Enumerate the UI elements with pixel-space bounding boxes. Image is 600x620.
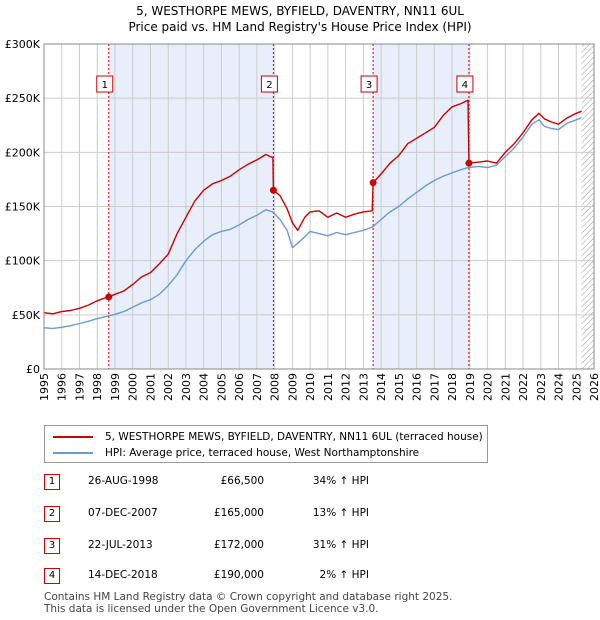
plot-frame: [43, 43, 595, 370]
x-tick-label: 2003: [180, 373, 193, 401]
x-tick-label: 2006: [233, 373, 246, 401]
legend-label-price: 5, WESTHORPE MEWS, BYFIELD, DAVENTRY, NN…: [105, 431, 483, 443]
sale-number-box: [360, 75, 378, 93]
transaction-number: 4: [44, 568, 60, 584]
x-tick-label: 2013: [357, 373, 370, 401]
x-tick-label: 2000: [127, 373, 140, 401]
x-tick-label: 2024: [553, 373, 566, 401]
transaction-price: £165,000: [213, 507, 264, 519]
x-tick-label: 2017: [428, 373, 441, 401]
transaction-hpi: 34% ↑ HPI: [312, 475, 369, 487]
transaction-date: 22-JUL-2013: [88, 539, 153, 551]
x-tick-label: 2021: [499, 373, 512, 401]
transaction-price: £190,000: [213, 569, 264, 581]
x-tick-label: 1999: [109, 373, 122, 401]
x-tick-label: 2018: [446, 373, 459, 401]
y-tick-label: £300K: [5, 38, 41, 51]
y-tick-label: £100K: [5, 255, 41, 268]
sale-number-box: [456, 75, 474, 93]
x-tick-label: 2005: [215, 373, 228, 401]
transaction-number: 2: [44, 506, 60, 522]
x-tick-label: 2008: [269, 373, 282, 401]
footer-license: This data is licensed under the Open Gov…: [44, 603, 379, 615]
legend-item-hpi: HPI: Average price, terraced house, West…: [53, 446, 419, 460]
footer-copyright: Contains HM Land Registry data © Crown c…: [44, 591, 453, 603]
transaction-hpi: 13% ↑ HPI: [312, 507, 369, 519]
x-tick-label: 2012: [340, 373, 353, 401]
x-tick-label: 1997: [73, 373, 86, 401]
transaction-number: 3: [44, 538, 60, 554]
sale-number-label: 2: [266, 80, 272, 91]
y-tick-label: £0: [26, 363, 40, 376]
x-tick-label: 2016: [411, 373, 424, 401]
x-tick-label: 2019: [464, 373, 477, 401]
x-tick-label: 2011: [322, 373, 335, 401]
transaction-price: £66,500: [220, 475, 264, 487]
legend: 5, WESTHORPE MEWS, BYFIELD, DAVENTRY, NN…: [44, 425, 488, 463]
x-tick-label: 2025: [570, 373, 583, 401]
sale-number-label: 3: [366, 80, 372, 91]
y-tick-label: £250K: [5, 92, 41, 105]
x-tick-label: 2009: [286, 373, 299, 401]
x-tick-label: 2014: [375, 373, 388, 401]
x-tick-label: 1998: [91, 373, 104, 401]
legend-swatch-price: [53, 436, 93, 438]
sale-number-label: 4: [462, 80, 468, 91]
x-tick-label: 2010: [304, 373, 317, 401]
x-tick-label: 2022: [517, 373, 530, 401]
legend-swatch-hpi: [53, 452, 93, 454]
x-tick-label: 2002: [162, 373, 175, 401]
x-tick-label: 2004: [198, 373, 211, 401]
sale-number-box: [260, 75, 278, 93]
legend-label-hpi: HPI: Average price, terraced house, West…: [105, 447, 420, 459]
x-tick-label: 2026: [588, 373, 600, 401]
y-tick-label: £50K: [12, 309, 41, 322]
y-tick-label: £200K: [5, 146, 41, 159]
y-tick-label: £150K: [5, 201, 41, 214]
chart-svg: 1 2 3 4 1995 1996 1997 1998 1999 2000 2001 2002 200…: [5, 38, 600, 401]
sale-number-label: 1: [102, 80, 108, 91]
chart-title: 5, WESTHORPE MEWS, BYFIELD, DAVENTRY, NN…: [136, 4, 464, 18]
transaction-date: 07-DEC-2007: [88, 507, 158, 519]
transaction-date: 14-DEC-2018: [88, 569, 158, 581]
x-tick-label: 2015: [393, 373, 406, 401]
sale-point: [369, 179, 377, 187]
x-tick-label: 2023: [535, 373, 548, 401]
transaction-price: £172,000: [213, 539, 264, 551]
x-tick-label: 2007: [251, 373, 264, 401]
transaction-number: 1: [44, 474, 60, 490]
x-tick-label: 2001: [144, 373, 157, 401]
sale-point: [465, 159, 473, 167]
x-tick-label: 2020: [482, 373, 495, 401]
sale-point: [105, 293, 113, 301]
x-tick-label: 1995: [38, 373, 51, 401]
transaction-date: 26-AUG-1998: [88, 475, 159, 487]
sale-point: [269, 186, 277, 194]
transaction-hpi: 31% ↑ HPI: [312, 539, 369, 551]
price-paid-line: [43, 99, 582, 315]
chart-subtitle: Price paid vs. HM Land Registry's House …: [128, 20, 472, 34]
sale-number-box: [96, 75, 114, 93]
x-tick-label: 1996: [56, 373, 69, 401]
transaction-hpi: 2% ↑ HPI: [319, 569, 369, 581]
legend-item-price: 5, WESTHORPE MEWS, BYFIELD, DAVENTRY, NN…: [53, 430, 483, 444]
hpi-line: [43, 117, 582, 330]
